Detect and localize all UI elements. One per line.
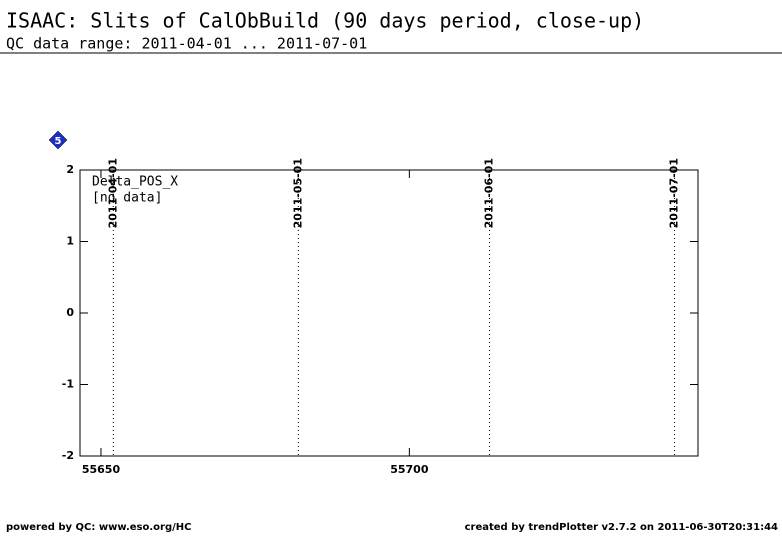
date-label: 2011-07-01 <box>668 158 681 228</box>
date-label: 2011-05-01 <box>291 158 304 228</box>
date-label: 2011-06-01 <box>483 158 496 228</box>
panel-label: Delta_POS_X <box>92 175 178 190</box>
y-tick-label: 0 <box>66 306 74 319</box>
chart-title: ISAAC: Slits of CalObBuild (90 days peri… <box>6 9 644 33</box>
no-data-note: [no data] <box>92 191 162 206</box>
y-tick-label: 1 <box>66 235 74 248</box>
x-tick-label: 55700 <box>390 463 429 476</box>
date-label: 2011-04-01 <box>106 158 119 228</box>
footer-left: powered by QC: www.eso.org/HC <box>6 522 191 533</box>
chart-subtitle: QC data range: 2011-04-01 ... 2011-07-01 <box>6 35 367 53</box>
badge-diamond <box>48 130 68 150</box>
footer-right: created by trendPlotter v2.7.2 on 2011-0… <box>465 522 778 533</box>
badge-text: 5 <box>55 136 62 147</box>
y-tick-label: 2 <box>66 163 74 176</box>
x-tick-label: 55650 <box>82 463 121 476</box>
y-tick-label: -2 <box>62 449 74 462</box>
plot-frame <box>79 169 699 457</box>
y-tick-label: -1 <box>62 378 74 391</box>
